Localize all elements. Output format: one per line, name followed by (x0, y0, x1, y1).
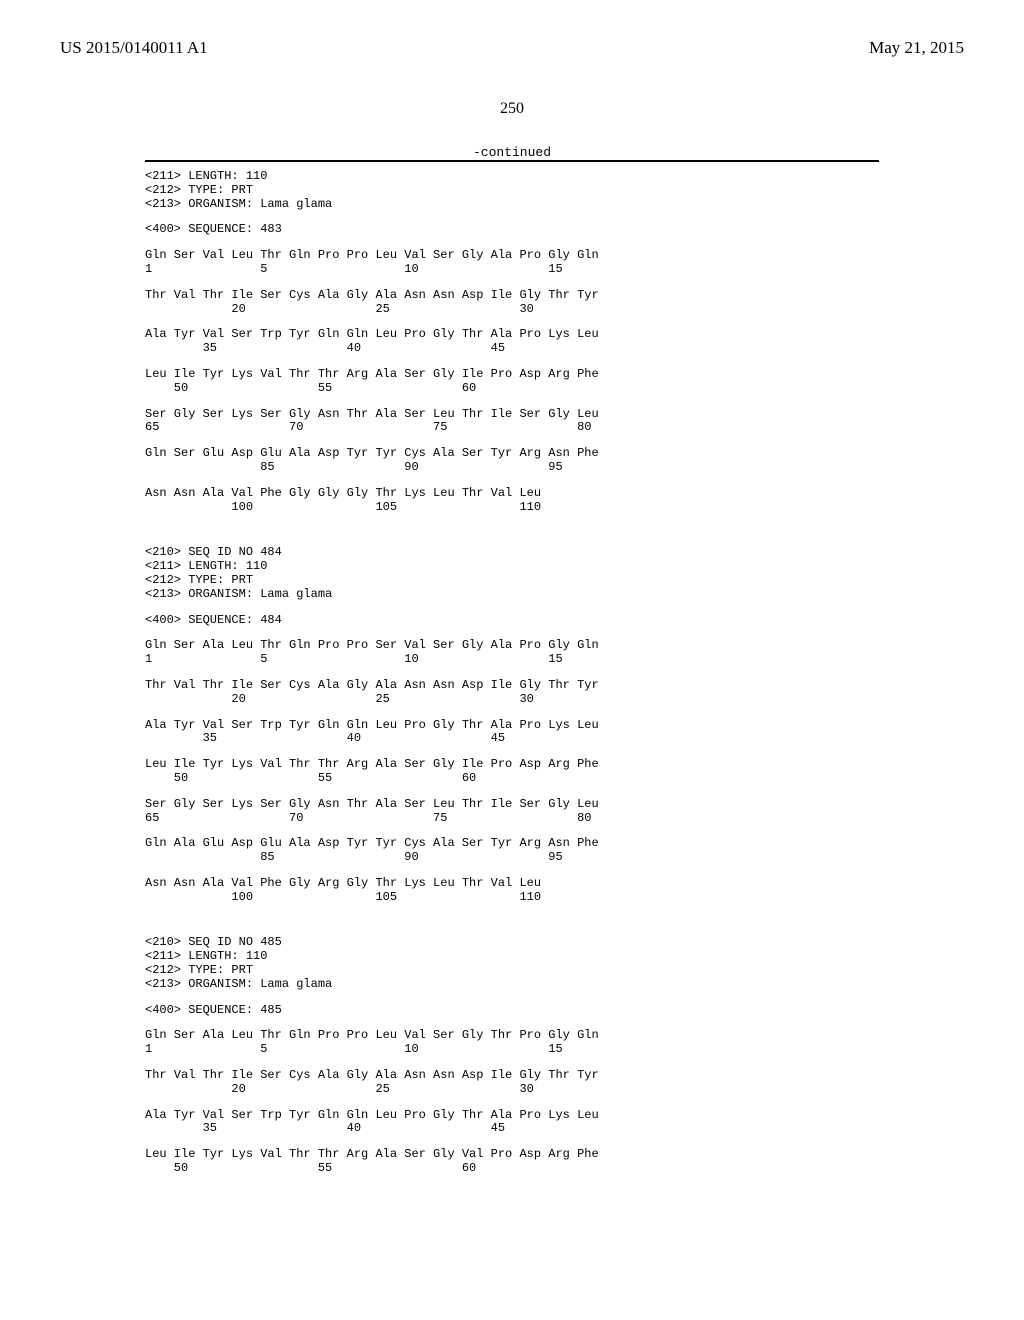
amino-acid-row: Ser Gly Ser Lys Ser Gly Asn Thr Ala Ser … (145, 798, 879, 812)
position-number-row: 35 40 45 (145, 732, 879, 746)
sequence-meta-line: <213> ORGANISM: Lama glama (145, 978, 879, 992)
position-number-row: 100 105 110 (145, 891, 879, 905)
page-number: 250 (0, 100, 1024, 118)
position-number-row: 85 90 95 (145, 461, 879, 475)
amino-acid-row: Leu Ile Tyr Lys Val Thr Thr Arg Ala Ser … (145, 1148, 879, 1162)
horizontal-rule (145, 160, 879, 162)
position-number-row: 1 5 10 15 (145, 1043, 879, 1057)
position-number-row: 1 5 10 15 (145, 263, 879, 277)
publication-date: May 21, 2015 (869, 38, 964, 58)
sequence-meta-line: <211> LENGTH: 110 (145, 560, 879, 574)
position-number-row: 50 55 60 (145, 772, 879, 786)
amino-acid-row: Ser Gly Ser Lys Ser Gly Asn Thr Ala Ser … (145, 408, 879, 422)
sequence-header-line: <400> SEQUENCE: 483 (145, 223, 879, 237)
continued-label: -continued (0, 145, 1024, 160)
amino-acid-row: Gln Ser Glu Asp Glu Ala Asp Tyr Tyr Cys … (145, 447, 879, 461)
position-number-row: 20 25 30 (145, 303, 879, 317)
sequence-header-line: <400> SEQUENCE: 485 (145, 1004, 879, 1018)
sequence-meta-line: <213> ORGANISM: Lama glama (145, 198, 879, 212)
sequence-meta-line: <212> TYPE: PRT (145, 964, 879, 978)
sequence-header-line: <400> SEQUENCE: 484 (145, 614, 879, 628)
sequence-meta-line: <211> LENGTH: 110 (145, 170, 879, 184)
position-number-row: 50 55 60 (145, 1162, 879, 1176)
amino-acid-row: Thr Val Thr Ile Ser Cys Ala Gly Ala Asn … (145, 679, 879, 693)
amino-acid-row: Gln Ser Ala Leu Thr Gln Pro Pro Ser Val … (145, 639, 879, 653)
amino-acid-row: Leu Ile Tyr Lys Val Thr Thr Arg Ala Ser … (145, 758, 879, 772)
sequence-meta-line: <212> TYPE: PRT (145, 574, 879, 588)
position-number-row: 65 70 75 80 (145, 812, 879, 826)
amino-acid-row: Gln Ala Glu Asp Glu Ala Asp Tyr Tyr Cys … (145, 837, 879, 851)
amino-acid-row: Ala Tyr Val Ser Trp Tyr Gln Gln Leu Pro … (145, 328, 879, 342)
position-number-row: 20 25 30 (145, 693, 879, 707)
sequence-meta-line: <210> SEQ ID NO 484 (145, 546, 879, 560)
amino-acid-row: Asn Asn Ala Val Phe Gly Arg Gly Thr Lys … (145, 877, 879, 891)
position-number-row: 1 5 10 15 (145, 653, 879, 667)
position-number-row: 65 70 75 80 (145, 421, 879, 435)
amino-acid-row: Ala Tyr Val Ser Trp Tyr Gln Gln Leu Pro … (145, 1109, 879, 1123)
sequence-meta-line: <213> ORGANISM: Lama glama (145, 588, 879, 602)
sequence-meta-line: <210> SEQ ID NO 485 (145, 936, 879, 950)
page-header: US 2015/0140011 A1 May 21, 2015 (0, 38, 1024, 58)
publication-number: US 2015/0140011 A1 (60, 38, 208, 58)
amino-acid-row: Ala Tyr Val Ser Trp Tyr Gln Gln Leu Pro … (145, 719, 879, 733)
position-number-row: 35 40 45 (145, 1122, 879, 1136)
amino-acid-row: Gln Ser Ala Leu Thr Gln Pro Pro Leu Val … (145, 1029, 879, 1043)
position-number-row: 35 40 45 (145, 342, 879, 356)
amino-acid-row: Leu Ile Tyr Lys Val Thr Thr Arg Ala Ser … (145, 368, 879, 382)
sequence-listing: <211> LENGTH: 110<212> TYPE: PRT<213> OR… (145, 170, 879, 1188)
sequence-meta-line: <211> LENGTH: 110 (145, 950, 879, 964)
position-number-row: 100 105 110 (145, 501, 879, 515)
sequence-meta-line: <212> TYPE: PRT (145, 184, 879, 198)
amino-acid-row: Thr Val Thr Ile Ser Cys Ala Gly Ala Asn … (145, 1069, 879, 1083)
amino-acid-row: Thr Val Thr Ile Ser Cys Ala Gly Ala Asn … (145, 289, 879, 303)
amino-acid-row: Gln Ser Val Leu Thr Gln Pro Pro Leu Val … (145, 249, 879, 263)
amino-acid-row: Asn Asn Ala Val Phe Gly Gly Gly Thr Lys … (145, 487, 879, 501)
position-number-row: 85 90 95 (145, 851, 879, 865)
position-number-row: 20 25 30 (145, 1083, 879, 1097)
position-number-row: 50 55 60 (145, 382, 879, 396)
